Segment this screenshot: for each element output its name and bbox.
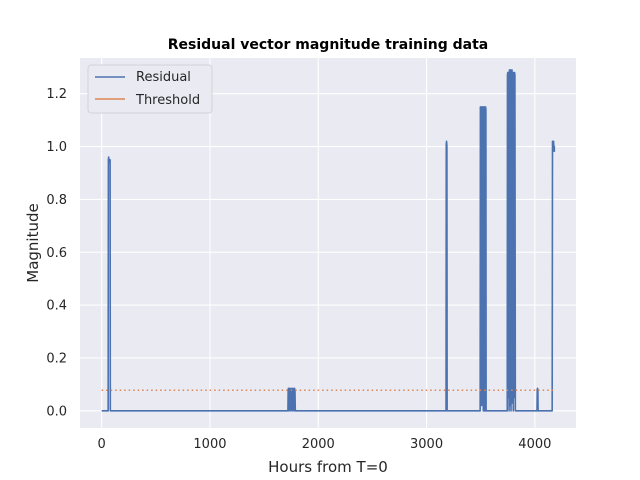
y-tick-label: 1.0: [46, 140, 67, 155]
x-axis-label: Hours from T=0: [268, 458, 388, 476]
chart-title: Residual vector magnitude training data: [168, 37, 488, 53]
tick-labels: 0 1000 2000 3000 4000 0.0 0.2 0.4 0.6 0.8 1.0 1.2: [46, 87, 551, 452]
plot-area: [80, 58, 576, 428]
y-tick-label: 0.0: [46, 404, 67, 419]
y-tick-label: 0.6: [46, 246, 67, 261]
x-tick-label: 1000: [193, 437, 226, 452]
y-axis-label: Magnitude: [24, 203, 42, 282]
x-tick-label: 0: [98, 437, 106, 452]
series-group: [101, 69, 556, 412]
x-tick-label: 2000: [302, 437, 335, 452]
y-tick-label: 1.2: [46, 87, 67, 102]
legend: Residual Threshold: [87, 64, 213, 114]
y-tick-label: 0.8: [46, 193, 67, 208]
y-tick-label: 0.4: [46, 299, 67, 314]
x-tick-label: 4000: [518, 437, 551, 452]
y-tick-label: 0.2: [46, 351, 67, 366]
legend-label-threshold: Threshold: [135, 93, 200, 108]
legend-label-residual: Residual: [136, 70, 191, 85]
series-line-residual: [101, 69, 556, 412]
x-tick-label: 3000: [410, 437, 443, 452]
